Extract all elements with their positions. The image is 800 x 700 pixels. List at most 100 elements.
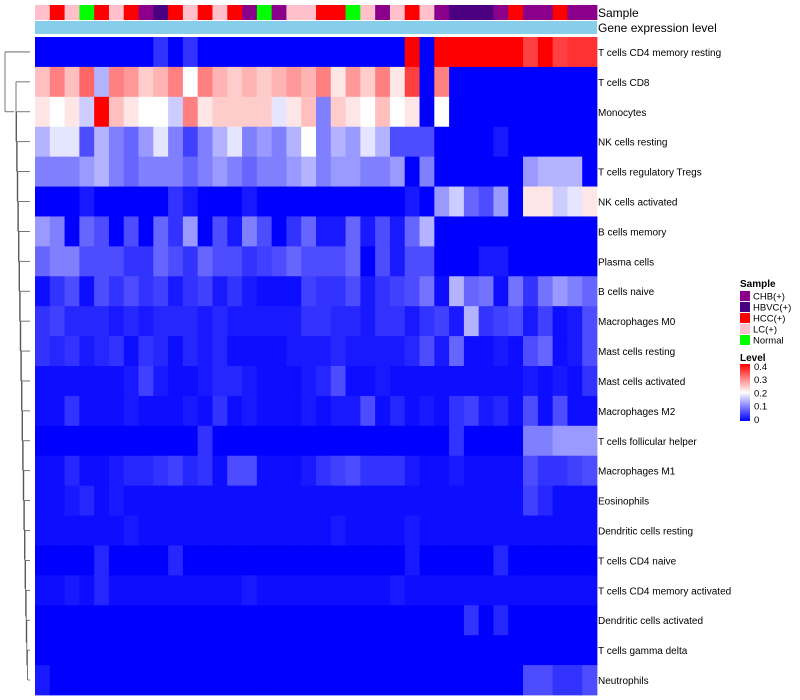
heatmap-cell: [94, 575, 109, 605]
heatmap-cell: [523, 486, 538, 516]
heatmap-cell: [449, 516, 464, 546]
heatmap-cell: [109, 545, 124, 575]
heatmap-cell: [257, 426, 272, 456]
heatmap-cell: [553, 426, 568, 456]
heatmap-cell: [242, 366, 257, 396]
heatmap-cell: [582, 605, 597, 635]
heatmap-cell: [508, 426, 523, 456]
heatmap-cell: [390, 665, 405, 695]
heatmap-cell: [242, 486, 257, 516]
level-color-bar: [740, 364, 750, 421]
heatmap-cell: [65, 67, 80, 97]
heatmap-cell: [390, 575, 405, 605]
heatmap-cell: [405, 97, 420, 127]
heatmap-cell: [65, 605, 80, 635]
heatmap-cell: [286, 456, 301, 486]
heatmap-cell: [346, 396, 361, 426]
heatmap-cell: [390, 426, 405, 456]
heatmap-cell: [65, 366, 80, 396]
heatmap-cell: [390, 187, 405, 217]
heatmap-cell: [479, 516, 494, 546]
heatmap-cell: [493, 336, 508, 366]
heatmap-cell: [479, 187, 494, 217]
heatmap-cell: [582, 37, 597, 67]
heatmap-cell: [405, 127, 420, 157]
heatmap-cell: [567, 605, 582, 635]
heatmap-cell: [183, 426, 198, 456]
heatmap-cell: [35, 37, 50, 67]
heatmap-cell: [153, 426, 168, 456]
heatmap-cell: [360, 246, 375, 276]
heatmap-cell: [434, 276, 449, 306]
heatmap-cell: [198, 157, 213, 187]
heatmap-cell: [286, 187, 301, 217]
heatmap-cell: [523, 246, 538, 276]
heatmap-cell: [375, 456, 390, 486]
heatmap-cell: [109, 635, 124, 665]
heatmap-cell: [212, 635, 227, 665]
heatmap-cell: [242, 575, 257, 605]
gene-expression-annotation-label: Gene expression level: [598, 21, 717, 35]
heatmap-cell: [257, 336, 272, 366]
heatmap-cell: [153, 127, 168, 157]
sample-annotation-cell: [301, 5, 316, 20]
heatmap-cell: [493, 97, 508, 127]
row-label: NK cells resting: [598, 138, 667, 149]
sample-annotation-cell: [242, 5, 257, 20]
heatmap-cell: [65, 426, 80, 456]
sample-legend-label: HCC(+): [753, 314, 785, 325]
heatmap-cell: [242, 276, 257, 306]
heatmap-cell: [316, 187, 331, 217]
heatmap-cell: [553, 575, 568, 605]
heatmap-cell: [198, 575, 213, 605]
heatmap-cell: [94, 396, 109, 426]
heatmap-cell: [538, 276, 553, 306]
heatmap-cell: [198, 37, 213, 67]
heatmap-cell: [434, 665, 449, 695]
heatmap-cell: [449, 366, 464, 396]
heatmap-cell: [198, 216, 213, 246]
heatmap-cell: [124, 276, 139, 306]
heatmap-cell: [242, 516, 257, 546]
heatmap-cell: [79, 426, 94, 456]
heatmap-cell: [301, 426, 316, 456]
heatmap-cell: [301, 366, 316, 396]
heatmap-cell: [331, 67, 346, 97]
heatmap-cell: [375, 486, 390, 516]
heatmap-cell: [567, 37, 582, 67]
heatmap-cell: [449, 396, 464, 426]
heatmap-cell: [301, 575, 316, 605]
heatmap-cell: [405, 545, 420, 575]
heatmap-cell: [434, 336, 449, 366]
heatmap-cell: [316, 516, 331, 546]
heatmap-cell: [331, 516, 346, 546]
heatmap-cell: [479, 97, 494, 127]
heatmap-cell: [212, 605, 227, 635]
heatmap-cell: [567, 276, 582, 306]
heatmap-cell: [375, 605, 390, 635]
heatmap-cell: [567, 246, 582, 276]
heatmap-cell: [316, 306, 331, 336]
heatmap-cell: [360, 366, 375, 396]
heatmap-cell: [168, 635, 183, 665]
heatmap-cell: [79, 306, 94, 336]
heatmap-cell: [464, 456, 479, 486]
heatmap-cell: [316, 366, 331, 396]
heatmap-cell: [242, 545, 257, 575]
row-label: Macrophages M1: [598, 467, 676, 478]
heatmap-cell: [65, 97, 80, 127]
heatmap-cell: [65, 306, 80, 336]
heatmap-cell: [212, 306, 227, 336]
heatmap-cell: [405, 635, 420, 665]
heatmap-cell: [331, 37, 346, 67]
heatmap-cell: [493, 605, 508, 635]
heatmap-cell: [94, 276, 109, 306]
heatmap-cell: [449, 336, 464, 366]
heatmap-cell: [272, 67, 287, 97]
heatmap-cell: [183, 157, 198, 187]
heatmap-cell: [139, 635, 154, 665]
heatmap-cell: [316, 157, 331, 187]
heatmap-cell: [301, 306, 316, 336]
heatmap-cell: [35, 216, 50, 246]
row-label: Plasma cells: [598, 257, 654, 268]
